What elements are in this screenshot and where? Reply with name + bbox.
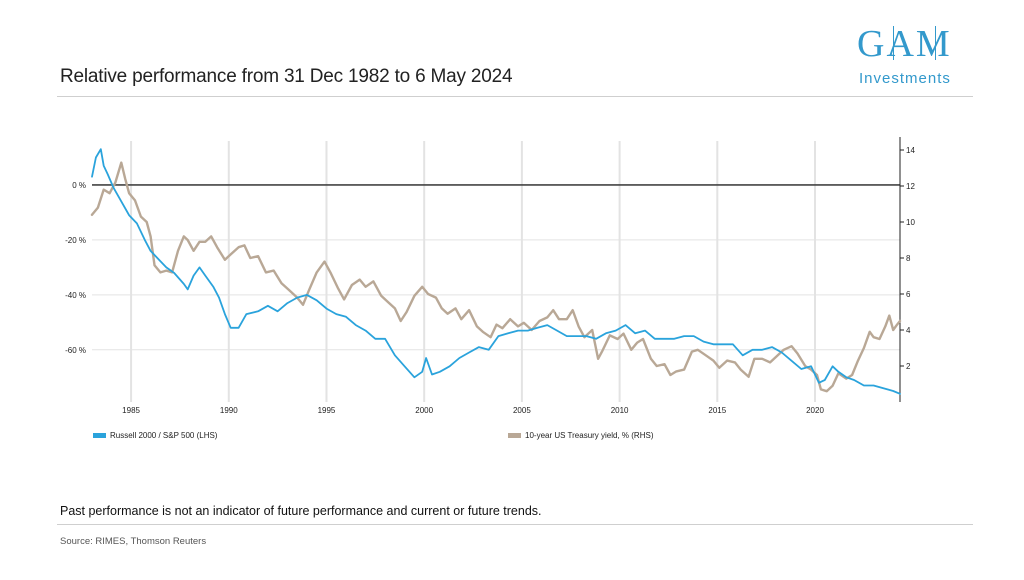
right-tick-label: 6 xyxy=(906,290,911,299)
legend-label: Russell 2000 / S&P 500 (LHS) xyxy=(110,431,218,440)
disclaimer: Past performance is not an indicator of … xyxy=(60,504,542,518)
right-tick-label: 2 xyxy=(906,362,911,371)
right-tick-label: 10 xyxy=(906,218,915,227)
logo-divider-1 xyxy=(893,26,894,60)
logo-mark: GAM xyxy=(857,23,952,65)
right-tick-label: 14 xyxy=(906,146,915,155)
left-tick-label: -40 % xyxy=(65,291,86,300)
legend-swatch xyxy=(508,433,521,438)
legend: Russell 2000 / S&P 500 (LHS) 10-year US T… xyxy=(93,431,654,440)
logo-subtitle: Investments xyxy=(859,70,951,87)
x-tick-label: 2015 xyxy=(708,406,726,415)
left-tick-label: -60 % xyxy=(65,346,86,355)
x-tick-label: 2005 xyxy=(513,406,531,415)
series-line-russell-sp500 xyxy=(91,148,901,395)
x-tick-label: 2020 xyxy=(806,406,824,415)
right-tick-label: 12 xyxy=(906,182,915,191)
legend-swatch xyxy=(93,433,106,438)
left-tick-label: -20 % xyxy=(65,236,86,245)
right-tick-label: 4 xyxy=(906,326,911,335)
header-divider xyxy=(57,96,973,97)
series-line-treasury-yield xyxy=(90,161,902,393)
source-note: Source: RIMES, Thomson Reuters xyxy=(60,536,207,547)
footer-divider xyxy=(57,524,973,525)
axes: 1985 1990 1995 2000 2005 2010 2015 2020 0 % -20 %… xyxy=(65,137,915,415)
logo-divider-2 xyxy=(935,26,936,60)
x-tick-label: 1985 xyxy=(122,406,140,415)
right-tick-label: 8 xyxy=(906,254,911,263)
x-tick-label: 1990 xyxy=(220,406,238,415)
series-lines xyxy=(90,148,902,395)
chart-title: Relative performance from 31 Dec 1982 to… xyxy=(60,66,513,87)
gridlines xyxy=(92,141,900,402)
x-tick-label: 2010 xyxy=(611,406,629,415)
gam-logo: GAM Investments xyxy=(852,18,972,94)
x-tick-label: 1995 xyxy=(318,406,336,415)
x-tick-label: 2000 xyxy=(415,406,433,415)
line-chart: 1985 1990 1995 2000 2005 2010 2015 2020 0 % -20 %… xyxy=(65,137,915,440)
left-tick-label: 0 % xyxy=(72,181,86,190)
legend-label: 10-year US Treasury yield, % (RHS) xyxy=(525,431,654,440)
